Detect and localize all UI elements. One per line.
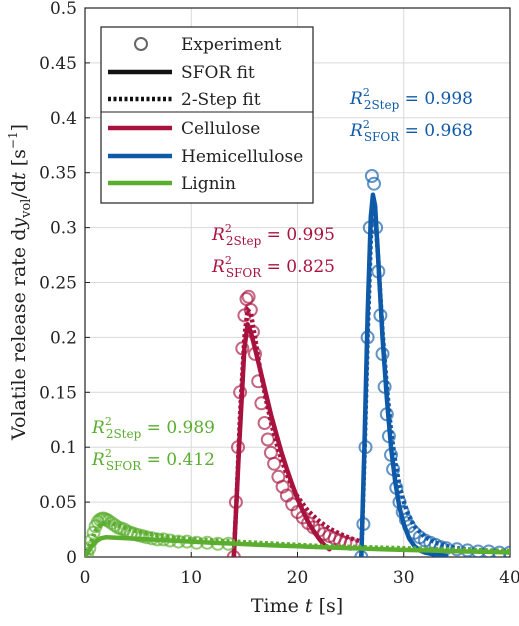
y-tick-label: 0.4	[50, 109, 77, 129]
y-tick-label: 0.2	[50, 328, 77, 348]
legend-label: Cellulose	[181, 119, 260, 139]
axis-ticks: 0 10 20 30 40 0 0.05 0.1 0.15 0.2 0.25 0.3 0.35 0.4 0.…	[39, 0, 519, 588]
y-axis-label: Volatile release rate dyvol/dt [s−1]	[6, 124, 34, 441]
y-tick-label: 0.25	[39, 274, 77, 294]
cellulose-experiment-point	[241, 289, 256, 304]
cellulose-sfor-fit-line	[231, 321, 332, 557]
legend-label: Lignin	[181, 174, 236, 194]
hemicellulose-r2-2step-annotation: R2 2Step = 0.998	[349, 86, 473, 112]
cellulose-experiment-point	[267, 456, 282, 471]
y-tick-label: 0.15	[39, 383, 77, 403]
y-tick-label: 0.45	[39, 54, 77, 74]
lignin-2step-fit-line	[85, 519, 510, 557]
y-tick-label: 0.5	[50, 0, 77, 19]
legend-label: Experiment	[181, 35, 282, 55]
hemicellulose-experiment-point	[364, 169, 379, 183]
lignin-r2-2step-annotation: R2 2Step = 0.989	[91, 415, 215, 441]
x-tick-label: 30	[393, 568, 415, 588]
cellulose-r2-2step-annotation: R2 2Step = 0.995	[211, 222, 335, 248]
hemicellulose-r2-sfor-annotation: R2 SFOR = 0.968	[349, 118, 473, 144]
x-tick-label: 0	[80, 568, 91, 588]
x-tick-label: 10	[180, 568, 202, 588]
legend-label: SFOR fit	[181, 63, 255, 83]
y-tick-label: 0.05	[39, 493, 77, 513]
annotations: R2 2Step = 0.995 R2 SFOR = 0.825 R2 2Step = 0…	[91, 86, 473, 473]
legend-box	[100, 26, 314, 204]
cellulose-series	[226, 289, 362, 557]
y-tick-label: 0.35	[39, 164, 77, 184]
legend-label: Hemicellulose	[181, 147, 303, 167]
hemicellulose-experiment-point	[367, 176, 381, 191]
x-tick-label: 20	[287, 568, 309, 588]
legend-label: 2-Step fit	[181, 90, 261, 110]
y-tick-label: 0	[66, 548, 77, 568]
cellulose-r2-sfor-annotation: R2 SFOR = 0.825	[211, 254, 335, 280]
y-tick-label: 0.3	[50, 219, 77, 239]
legend-marker-experiment	[134, 37, 148, 51]
hemicellulose-series	[354, 169, 510, 557]
x-axis-label: Time t [s]	[251, 595, 343, 617]
legend: Experiment SFOR fit 2-Step fit Cellulose Hem…	[100, 26, 314, 204]
y-tick-label: 0.1	[50, 438, 77, 458]
x-tick-label: 40	[499, 568, 519, 588]
cellulose-experiment-point	[260, 432, 275, 447]
lignin-r2-sfor-annotation: R2 SFOR = 0.412	[91, 447, 215, 473]
series-group	[85, 169, 510, 557]
lignin-series	[85, 511, 510, 557]
